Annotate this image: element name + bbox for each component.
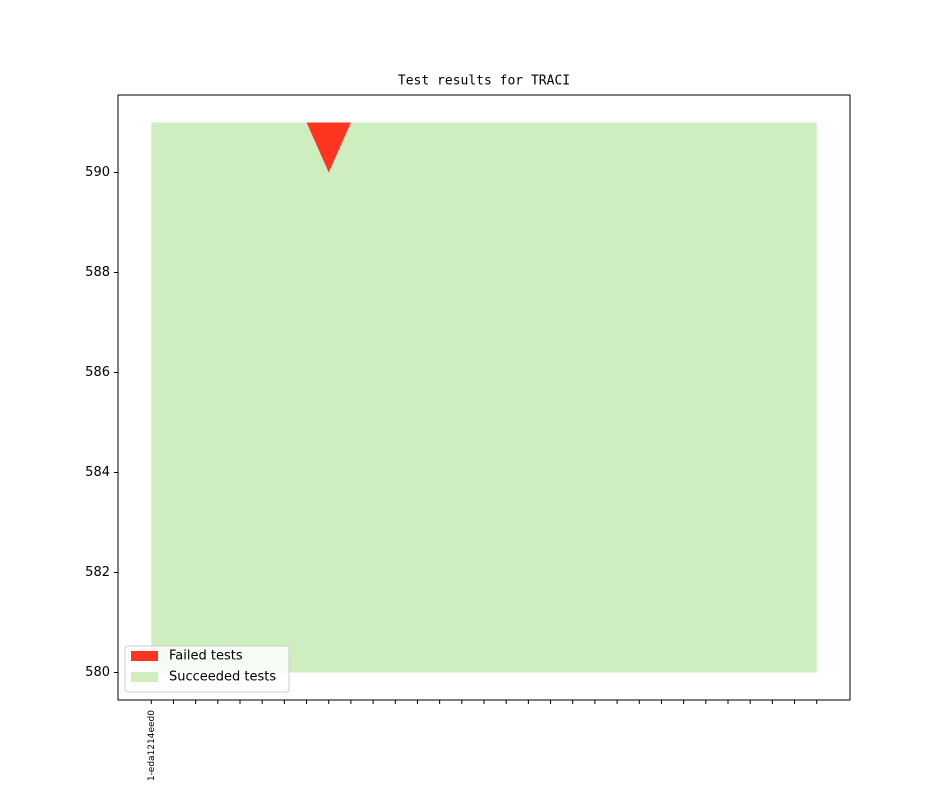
legend-box — [124, 645, 290, 693]
plot-area — [151, 122, 817, 673]
area — [151, 122, 817, 673]
legend: Failed tests Succeeded tests — [124, 645, 290, 693]
legend-label: Succeeded tests — [169, 670, 276, 685]
legend-swatch — [131, 672, 158, 682]
y-tick-label: 584 — [85, 465, 110, 480]
legend-swatch — [131, 651, 158, 661]
y-tick-label: 582 — [85, 565, 110, 580]
x-tick-label: 1-eda1214eed0 — [147, 710, 157, 781]
y-tick-label: 580 — [85, 665, 110, 680]
y-tick-label: 590 — [85, 165, 110, 180]
area — [151, 122, 817, 173]
y-tick-label: 586 — [85, 365, 110, 380]
chart-title: Test results for TRACI — [398, 74, 570, 89]
legend-label: Failed tests — [169, 649, 243, 664]
y-tick-label: 588 — [85, 265, 110, 280]
